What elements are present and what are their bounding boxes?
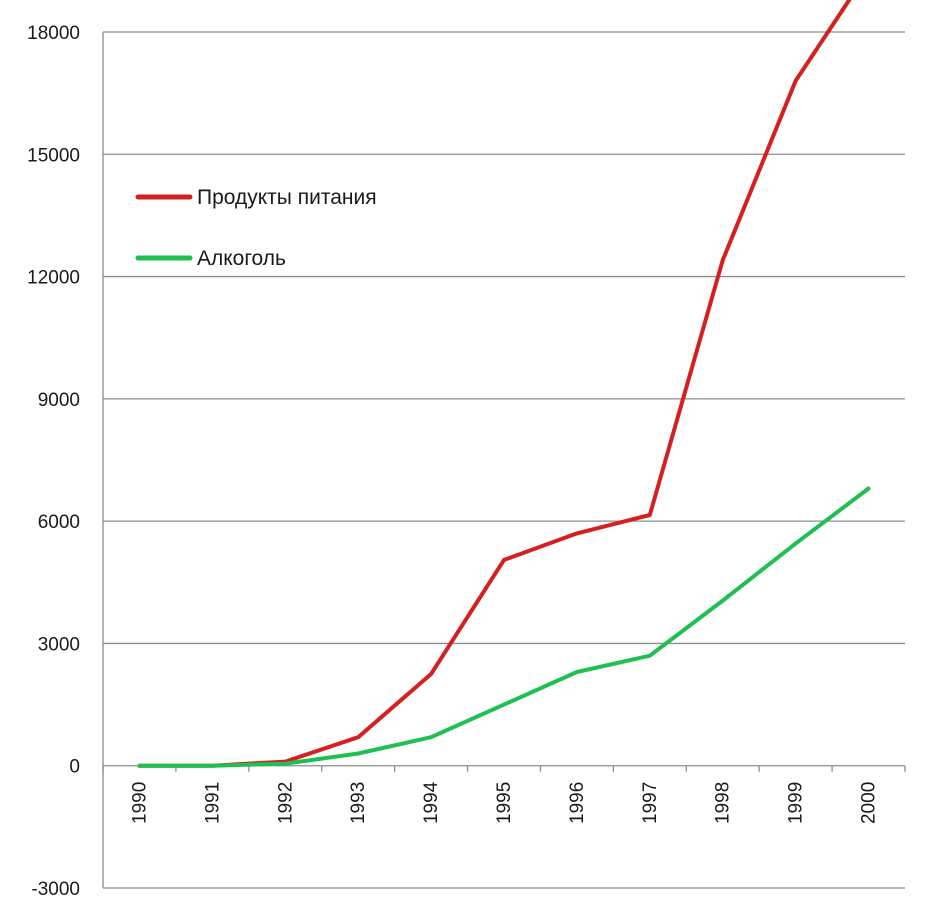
x-tick-label: 1997 xyxy=(640,782,661,824)
series-line-1 xyxy=(137,0,852,768)
x-axis-ticks: 1990 1991 1992 1993 1994 1995 1996 1997 1998 1999… xyxy=(102,765,906,824)
y-tick-label: -3000 xyxy=(31,879,80,900)
legend: Продукты питания Алкоголь xyxy=(135,186,377,270)
series-lines xyxy=(137,0,871,768)
x-tick-label: 1993 xyxy=(348,782,369,824)
x-tick-label: 1999 xyxy=(786,782,807,824)
y-tick-label: 3000 xyxy=(38,634,80,655)
x-tick-label: 2000 xyxy=(859,782,880,824)
y-tick-label: 9000 xyxy=(38,390,80,411)
x-tick-label: 1995 xyxy=(494,782,515,824)
legend-label: Продукты питания xyxy=(197,186,377,209)
series-line-2 xyxy=(137,486,871,768)
gridlines xyxy=(103,31,905,889)
y-tick-label: 15000 xyxy=(27,145,80,166)
y-tick-label: 0 xyxy=(69,757,80,778)
x-tick-label: 1992 xyxy=(275,782,296,824)
x-tick-label: 1994 xyxy=(421,781,442,824)
x-tick-label: 1998 xyxy=(713,782,734,824)
axes xyxy=(102,32,905,888)
x-tick-label: 1991 xyxy=(202,782,223,824)
y-axis-ticks: -3000 0 3000 6000 9000 12000 15000 18000 xyxy=(27,23,80,900)
y-tick-label: 12000 xyxy=(27,268,80,289)
x-tick-label: 1996 xyxy=(567,782,588,824)
y-tick-label: 6000 xyxy=(38,512,80,533)
x-tick-label: 1990 xyxy=(129,782,150,824)
legend-label: Алкоголь xyxy=(197,247,286,270)
y-tick-label: 18000 xyxy=(27,23,80,44)
